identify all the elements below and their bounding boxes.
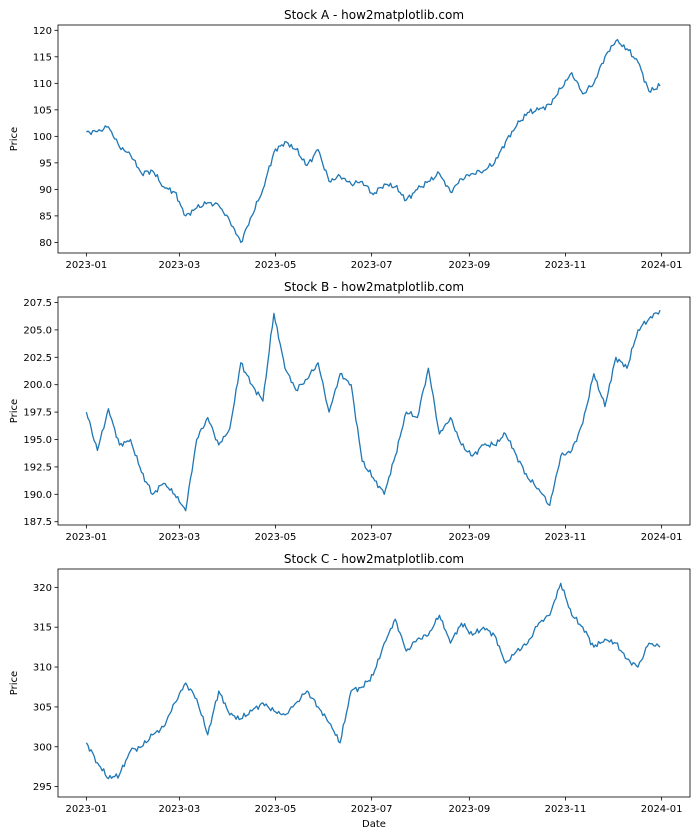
y-tick-label: 305: [33, 702, 52, 713]
x-tick-label: 2023-03: [158, 804, 200, 815]
y-tick-label: 187.5: [23, 517, 52, 528]
x-tick-label: 2024-01: [641, 532, 683, 543]
x-tick-label: 2023-01: [65, 260, 107, 271]
price-line: [85, 582, 661, 780]
x-tick-label: 2024-01: [641, 260, 683, 271]
y-tick-label: 105: [33, 105, 52, 116]
x-tick-label: 2023-05: [255, 532, 297, 543]
x-tick-label: 2023-07: [351, 532, 393, 543]
price-line: [85, 309, 661, 512]
y-tick-label: 200.0: [23, 380, 52, 391]
chart-title: Stock B - how2matplotlib.com: [284, 280, 464, 294]
x-tick-label: 2023-09: [448, 804, 490, 815]
y-axis-label: Price: [9, 399, 20, 423]
x-tick-label: 2023-05: [255, 260, 297, 271]
x-tick-label: 2023-11: [545, 532, 587, 543]
subplot-2: Stock B - how2matplotlib.com Price 2023-01…: [9, 280, 691, 543]
x-tick-label: 2024-01: [641, 804, 683, 815]
y-tick-label: 205.0: [23, 325, 52, 336]
x-tick-label: 2023-05: [255, 804, 297, 815]
y-tick-label: 115: [33, 52, 52, 63]
x-tick-label: 2023-01: [65, 532, 107, 543]
chart-title: Stock A - how2matplotlib.com: [284, 8, 464, 22]
plot-frame: [57, 568, 691, 798]
y-tick-label: 192.5: [23, 462, 52, 473]
price-line: [86, 38, 661, 244]
x-tick-label: 2023-11: [545, 260, 587, 271]
x-tick-label: 2023-09: [448, 260, 490, 271]
y-tick-label: 315: [33, 623, 52, 634]
y-tick-label: 300: [33, 742, 52, 753]
x-tick-label: 2023-03: [158, 260, 200, 271]
chart-title: Stock C - how2matplotlib.com: [284, 552, 464, 566]
y-tick-label: 195.0: [23, 435, 52, 446]
x-tick-label: 2023-07: [351, 260, 393, 271]
y-tick-label: 190.0: [23, 490, 52, 501]
y-tick-label: 320: [33, 583, 52, 594]
y-tick-label: 85: [39, 211, 52, 222]
plot-frame: [57, 296, 691, 526]
y-tick-label: 120: [33, 26, 52, 37]
x-tick-label: 2023-07: [351, 804, 393, 815]
x-tick-label: 2023-11: [545, 804, 587, 815]
y-axis-label: Price: [9, 671, 20, 695]
y-tick-label: 110: [33, 79, 52, 90]
y-tick-label: 207.5: [23, 298, 52, 309]
y-tick-label: 295: [33, 782, 52, 793]
y-axis-label: Price: [9, 127, 20, 151]
y-tick-label: 202.5: [23, 353, 52, 364]
y-tick-label: 80: [39, 238, 52, 249]
y-tick-label: 100: [33, 132, 52, 143]
y-tick-label: 95: [39, 158, 52, 169]
y-tick-label: 197.5: [23, 408, 52, 419]
x-axis-label: Date: [362, 819, 386, 830]
x-tick-label: 2023-01: [65, 804, 107, 815]
plot-frame: [57, 24, 691, 254]
x-tick-label: 2023-09: [448, 532, 490, 543]
y-tick-label: 90: [39, 185, 52, 196]
subplot-1: Stock A - how2matplotlib.com Price 2023-01…: [9, 8, 691, 271]
y-tick-label: 310: [33, 663, 52, 674]
x-tick-label: 2023-03: [158, 532, 200, 543]
subplot-3: Stock C - how2matplotlib.com Price Date 202…: [9, 552, 691, 830]
